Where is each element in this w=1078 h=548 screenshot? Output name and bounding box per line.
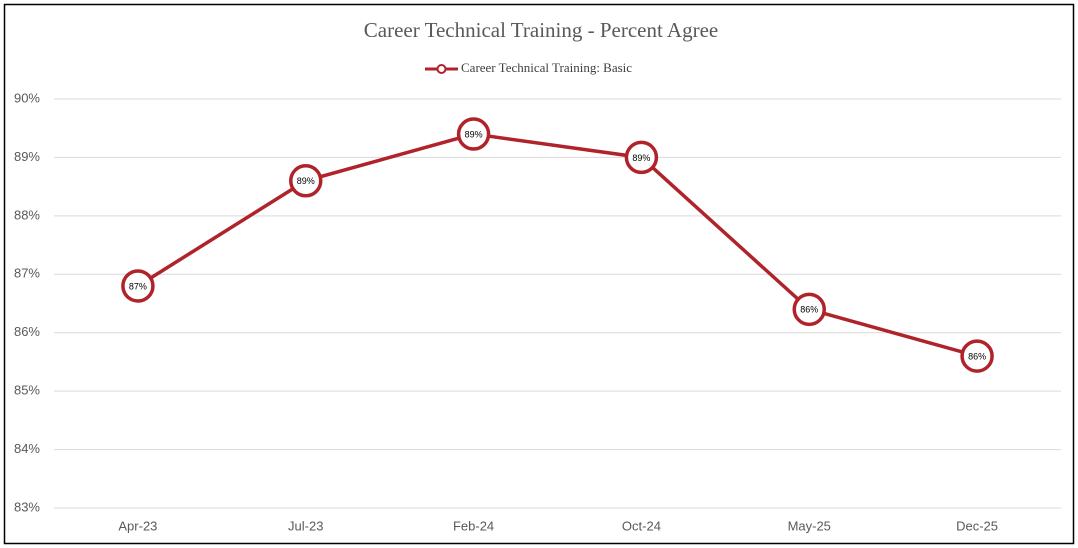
legend-label: Career Technical Training: Basic	[461, 60, 632, 75]
chart-title: Career Technical Training - Percent Agre…	[364, 18, 718, 42]
y-tick-label: 83%	[14, 499, 40, 514]
y-tick-label: 85%	[14, 383, 40, 398]
data-label: 89%	[465, 129, 483, 139]
data-point	[792, 292, 826, 327]
data-point	[289, 164, 323, 198]
data-point	[121, 269, 155, 303]
x-tick-label: Oct-24	[622, 518, 661, 533]
y-tick-label: 84%	[14, 441, 40, 456]
y-tick-label: 88%	[14, 207, 40, 222]
series-line	[136, 132, 978, 358]
y-tick-label: 87%	[14, 266, 40, 281]
x-tick-label: May-25	[788, 518, 831, 533]
x-tick-label: Feb-24	[453, 518, 494, 533]
y-tick-label: 89%	[14, 149, 40, 164]
data-label: 86%	[800, 305, 818, 315]
data-label: 89%	[297, 176, 315, 186]
data-point	[624, 140, 659, 175]
x-tick-label: Dec-25	[956, 518, 998, 533]
y-tick-label: 86%	[14, 324, 40, 339]
x-tick-label: Apr-23	[118, 518, 157, 533]
data-label: 89%	[632, 153, 650, 163]
x-tick-label: Jul-23	[288, 518, 323, 533]
data-label: 86%	[968, 351, 986, 361]
y-tick-label: 90%	[14, 90, 40, 105]
data-label: 87%	[129, 281, 147, 291]
data-point	[456, 117, 491, 151]
legend-marker	[436, 64, 447, 74]
data-point	[960, 339, 994, 373]
